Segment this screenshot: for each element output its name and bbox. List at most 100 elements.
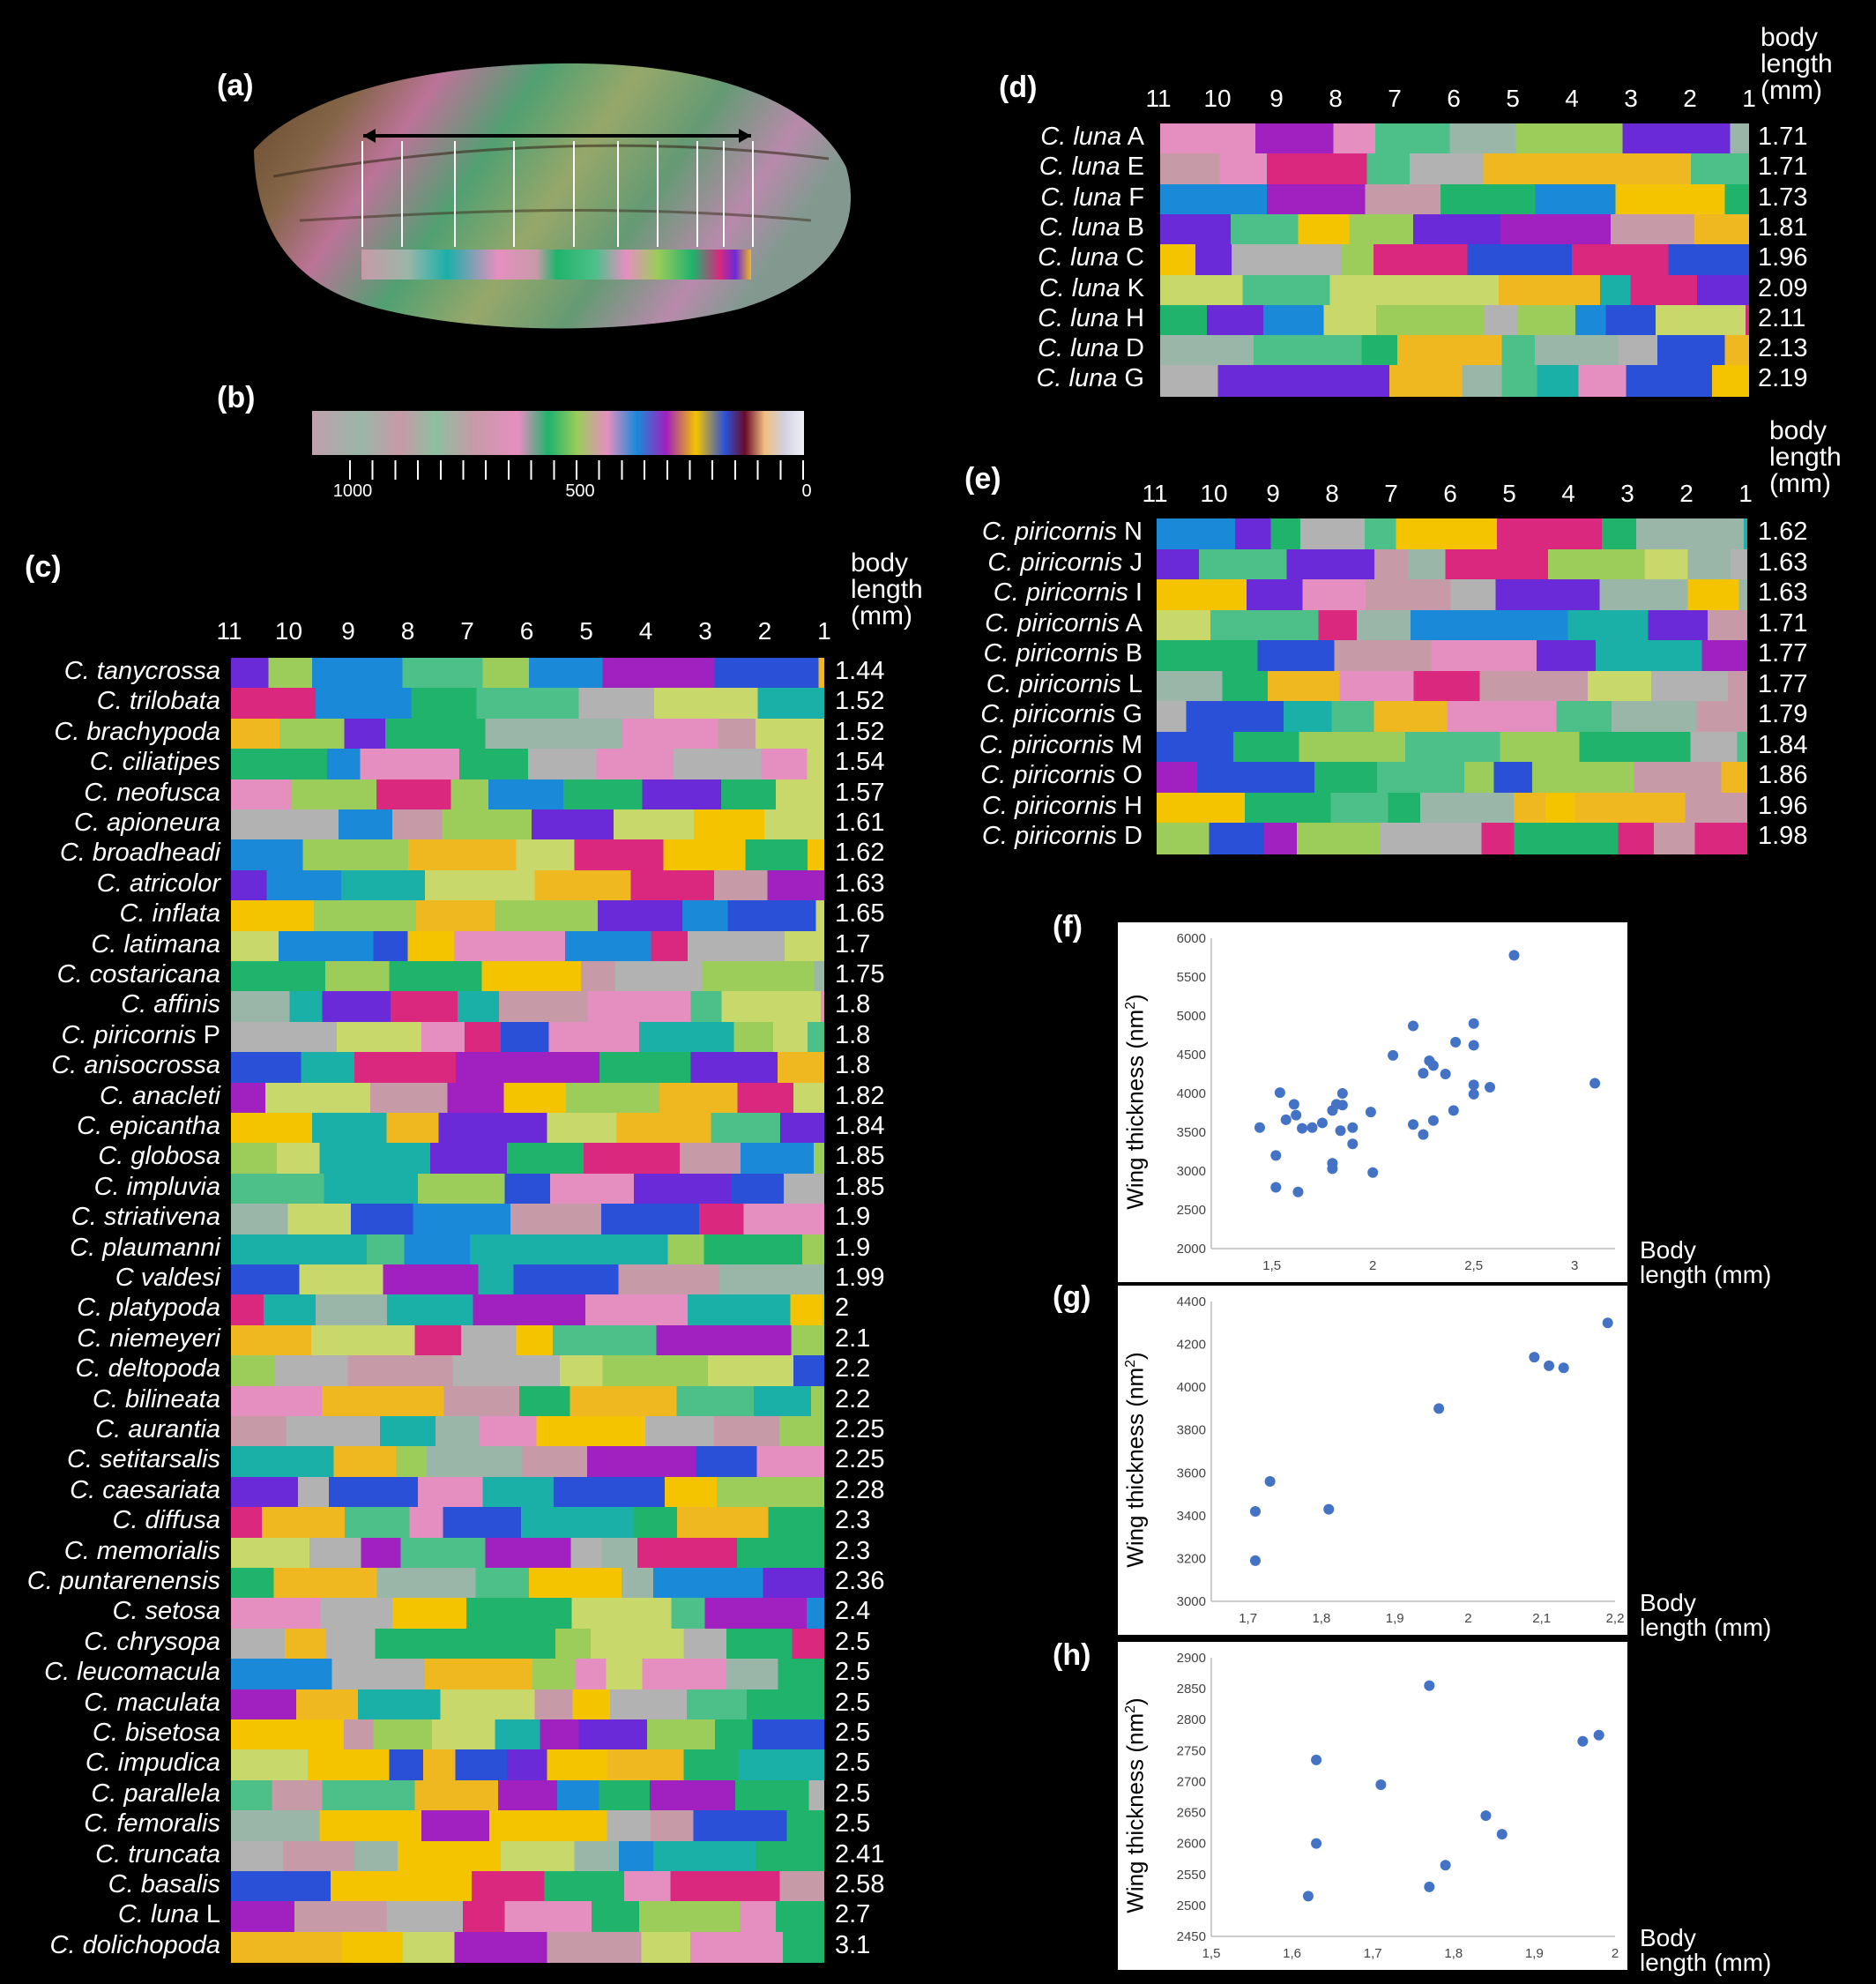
species-label: C. piricornis O xyxy=(980,761,1143,789)
body-length-value: 1.62 xyxy=(835,839,885,868)
scatter-plot-g: 3000 3200 3400 3600 3800 4000 4200 4400 1,7 1,8 1,… xyxy=(1157,1286,1627,1635)
data-point xyxy=(1280,1114,1292,1125)
thickness-strip xyxy=(1160,123,1749,155)
x-tick-label: 1,5 xyxy=(1202,1946,1221,1961)
species-label: C. trilobata xyxy=(96,687,220,716)
axis-tick-label: 3 xyxy=(1620,480,1634,507)
x-tick-label: 1,9 xyxy=(1386,1611,1404,1626)
thickness-color-scale xyxy=(312,411,804,455)
species-label: C. setitarsalis xyxy=(66,1445,220,1474)
body-length-value: 2.41 xyxy=(835,1839,885,1868)
data-point xyxy=(1302,1891,1314,1902)
y-tick-label: 2900 xyxy=(1177,1651,1206,1666)
axis-tick-label: 9 xyxy=(1269,85,1284,112)
data-point xyxy=(1297,1123,1308,1134)
axis-tick-label: 1 xyxy=(1742,85,1756,112)
body-length-value: 2.28 xyxy=(835,1475,885,1504)
thickness-strip xyxy=(231,961,824,993)
thickness-strip xyxy=(231,1416,824,1448)
data-point xyxy=(1335,1125,1346,1137)
y-tick-label: 3600 xyxy=(1177,1466,1206,1481)
species-label: C. luna K xyxy=(1038,273,1144,302)
scale-label-500: 500 xyxy=(565,481,595,501)
x-tick-label: 1,8 xyxy=(1444,1946,1463,1961)
body-length-value: 1.9 xyxy=(835,1203,871,1232)
thickness-strip xyxy=(1160,153,1749,185)
species-label: C. striativena xyxy=(71,1203,220,1232)
thickness-strip xyxy=(231,1204,824,1235)
body-length-value: 1.85 xyxy=(835,1142,885,1171)
data-point xyxy=(1427,1115,1439,1126)
species-label: C. chrysopa xyxy=(84,1627,220,1656)
body-length-value: 1.63 xyxy=(835,869,885,898)
thickness-strip xyxy=(1160,213,1749,246)
species-label: C. piricornis I xyxy=(993,578,1143,607)
species-label: C. latimana xyxy=(91,929,220,958)
body-length-value: 1.71 xyxy=(1758,608,1808,638)
thickness-strip xyxy=(231,1810,824,1842)
thickness-strip xyxy=(1157,701,1747,733)
body-length-value: 2.5 xyxy=(835,1688,871,1717)
thickness-strip xyxy=(231,1264,824,1296)
body-length-value: 1.75 xyxy=(835,960,885,988)
thickness-strip xyxy=(1157,548,1747,580)
body-length-value: 1.62 xyxy=(1758,518,1808,546)
scatter-svg: 2450 2500 2550 2600 2650 2700 2750 2800 2850 2900… xyxy=(1177,1651,1619,1961)
axis-tick-label: 7 xyxy=(460,617,474,645)
y-tick-label: 4000 xyxy=(1177,1086,1206,1101)
scatter-svg: 3000 3200 3400 3600 3800 4000 4200 4400 1,7 1,8 1,… xyxy=(1177,1294,1625,1626)
y-tick-label: 2600 xyxy=(1177,1837,1206,1852)
data-point xyxy=(1558,1362,1569,1374)
data-point xyxy=(1316,1117,1328,1129)
thickness-strip xyxy=(231,1324,824,1357)
body-length-value: 1.82 xyxy=(835,1081,885,1110)
x-tick-label: 2 xyxy=(1369,1258,1376,1273)
x-tick-label: 1,8 xyxy=(1312,1611,1330,1626)
body-length-value: 2.7 xyxy=(835,1900,871,1929)
scale-tick-marks xyxy=(349,460,808,480)
species-label: C. truncata xyxy=(95,1839,220,1868)
axis-tick-label: 6 xyxy=(1447,85,1461,112)
species-label: C. ciliatipes xyxy=(89,748,220,777)
axis-tick-label: 11 xyxy=(216,617,242,645)
body-length-value: 1.63 xyxy=(1758,578,1808,607)
data-point xyxy=(1327,1163,1338,1175)
body-length-value: 1.81 xyxy=(1758,213,1808,242)
axis-tick-label: 6 xyxy=(1443,480,1457,507)
y-tick-label: 3200 xyxy=(1177,1551,1206,1566)
species-label: C. inflata xyxy=(119,899,220,929)
data-point xyxy=(1577,1735,1589,1747)
species-label: C. anacleti xyxy=(99,1081,220,1110)
body-length-value: 1.57 xyxy=(835,778,885,807)
species-label: C. diffusa xyxy=(112,1506,221,1535)
species-label: C. piricornis L xyxy=(986,669,1143,698)
body-length-value: 1.52 xyxy=(835,687,885,716)
species-label: C. bilineata xyxy=(92,1384,220,1413)
panel-label-b: (b) xyxy=(217,381,256,414)
data-point xyxy=(1480,1810,1492,1822)
y-tick-label: 4000 xyxy=(1177,1380,1206,1395)
y-tick-label: 2000 xyxy=(1177,1242,1206,1257)
body-length-value: 1.54 xyxy=(835,748,885,777)
y-tick-label: 3000 xyxy=(1177,1164,1206,1179)
body-length-value: 1.99 xyxy=(835,1264,885,1292)
thickness-strip xyxy=(231,1082,824,1114)
species-label: C. atricolor xyxy=(96,869,220,898)
species-label: C. luna D xyxy=(1038,334,1144,363)
thickness-strip xyxy=(1157,609,1747,641)
body-length-value: 2.09 xyxy=(1758,273,1808,302)
thickness-strip xyxy=(231,1901,824,1933)
body-length-value: 1.8 xyxy=(835,990,871,1019)
y-axis-title: Wing thickness (nm2) xyxy=(1121,1697,1149,1913)
y-tick-label: 2550 xyxy=(1177,1868,1206,1883)
body-length-value: 3.1 xyxy=(835,1930,871,1959)
axis-tick-label: 2 xyxy=(1683,85,1697,112)
body-length-value: 1.63 xyxy=(1758,548,1808,577)
body-length-value: 2.5 xyxy=(835,1779,871,1808)
thickness-strip xyxy=(1160,335,1749,367)
species-label: C. costaricana xyxy=(56,960,220,988)
hdr-length: length xyxy=(851,575,923,604)
thickness-strip xyxy=(231,809,824,841)
species-label: C. piricornis G xyxy=(980,700,1143,728)
y-tick-label: 4500 xyxy=(1177,1048,1206,1063)
